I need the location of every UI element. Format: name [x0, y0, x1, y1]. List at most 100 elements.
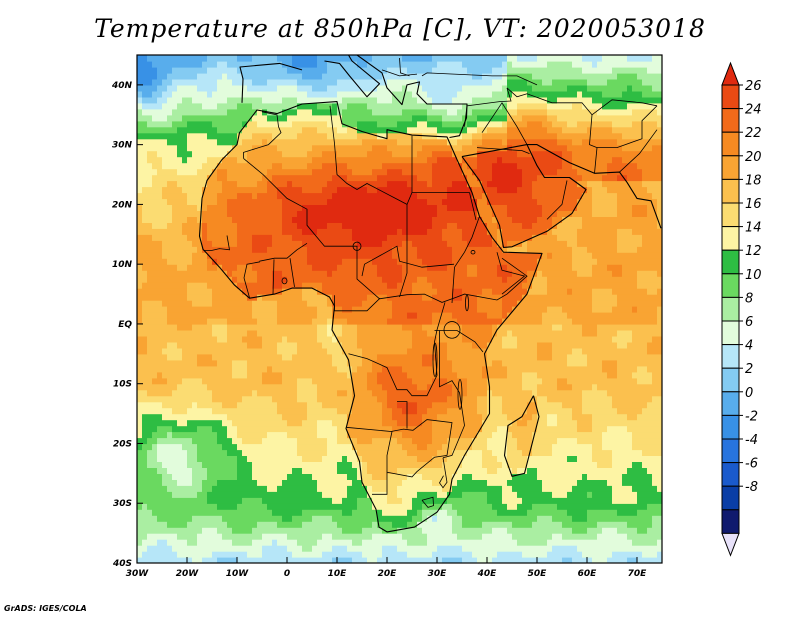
field-cell — [287, 335, 293, 343]
field-cell — [187, 503, 193, 510]
field-cell — [172, 359, 178, 367]
field-cell — [297, 455, 303, 462]
field-cell — [422, 84, 428, 92]
field-cell — [167, 407, 173, 415]
field-cell — [357, 61, 363, 68]
field-cell — [147, 108, 153, 116]
field-cell — [157, 252, 163, 259]
field-cell — [367, 371, 373, 379]
field-cell — [167, 509, 173, 516]
field-cell — [252, 467, 258, 474]
field-cell — [322, 168, 328, 176]
field-cell — [367, 294, 373, 301]
field-cell — [297, 144, 303, 152]
field-cell — [187, 138, 193, 146]
field-cell — [337, 192, 343, 200]
field-cell — [362, 479, 368, 486]
field-cell — [347, 437, 353, 445]
field-cell — [177, 527, 183, 534]
field-cell — [142, 389, 148, 397]
field-cell — [377, 294, 383, 301]
field-cell — [257, 473, 263, 480]
field-cell — [282, 174, 288, 182]
field-cell — [297, 252, 303, 259]
field-cell — [152, 126, 158, 134]
field-cell — [427, 240, 433, 247]
field-cell — [417, 180, 423, 188]
field-cell — [177, 144, 183, 152]
field-cell — [302, 419, 308, 427]
field-cell — [327, 479, 333, 486]
field-cell — [392, 407, 398, 415]
field-cell — [147, 72, 153, 80]
field-cell — [237, 156, 243, 164]
field-cell — [137, 192, 143, 200]
field-cell — [152, 503, 158, 510]
field-cell — [232, 431, 238, 439]
field-cell — [242, 168, 248, 176]
field-cell — [167, 258, 173, 265]
field-cell — [272, 132, 278, 140]
field-cell — [267, 288, 273, 295]
field-cell — [397, 222, 403, 229]
field-cell — [357, 126, 363, 134]
field-cell — [332, 156, 338, 164]
field-cell — [142, 431, 148, 439]
field-cell — [372, 204, 378, 211]
field-cell — [202, 329, 208, 337]
field-cell — [142, 90, 148, 98]
field-cell — [367, 485, 373, 492]
field-cell — [182, 455, 188, 462]
field-cell — [147, 449, 153, 456]
field-cell — [312, 258, 318, 265]
field-cell — [287, 114, 293, 122]
field-cell — [212, 150, 218, 158]
field-cell — [262, 78, 268, 86]
field-cell — [327, 503, 333, 510]
field-cell — [297, 359, 303, 367]
field-cell — [157, 78, 163, 86]
field-cell — [327, 365, 333, 373]
field-cell — [157, 162, 163, 170]
field-cell — [232, 437, 238, 445]
field-cell — [287, 264, 293, 271]
field-cell — [287, 144, 293, 152]
field-cell — [232, 252, 238, 259]
field-cell — [262, 258, 268, 265]
field-cell — [242, 443, 248, 451]
field-cell — [382, 425, 388, 433]
field-cell — [307, 252, 313, 259]
field-cell — [202, 138, 208, 146]
field-cell — [302, 395, 308, 403]
field-cell — [182, 204, 188, 211]
field-cell — [207, 156, 213, 164]
field-cell — [207, 353, 213, 361]
field-cell — [367, 347, 373, 355]
field-cell — [347, 108, 353, 116]
field-cell — [387, 497, 393, 504]
field-cell — [347, 222, 353, 229]
field-cell — [312, 491, 318, 498]
field-cell — [387, 61, 393, 68]
field-cell — [297, 461, 303, 468]
field-cell — [177, 359, 183, 367]
field-cell — [337, 222, 343, 229]
field-cell — [317, 318, 323, 325]
field-cell — [392, 55, 398, 62]
field-cell — [152, 545, 158, 552]
field-cell — [347, 102, 353, 110]
field-cell — [407, 67, 413, 74]
field-cell — [287, 521, 293, 528]
field-cell — [247, 108, 253, 116]
field-cell — [292, 329, 298, 337]
field-cell — [307, 61, 313, 68]
field-cell — [157, 90, 163, 98]
field-cell — [262, 270, 268, 277]
field-cell — [277, 318, 283, 325]
field-cell — [212, 120, 218, 128]
field-cell — [147, 138, 153, 146]
field-cell — [167, 276, 173, 283]
field-cell — [247, 401, 253, 409]
field-cell — [277, 395, 283, 403]
field-cell — [347, 96, 353, 104]
